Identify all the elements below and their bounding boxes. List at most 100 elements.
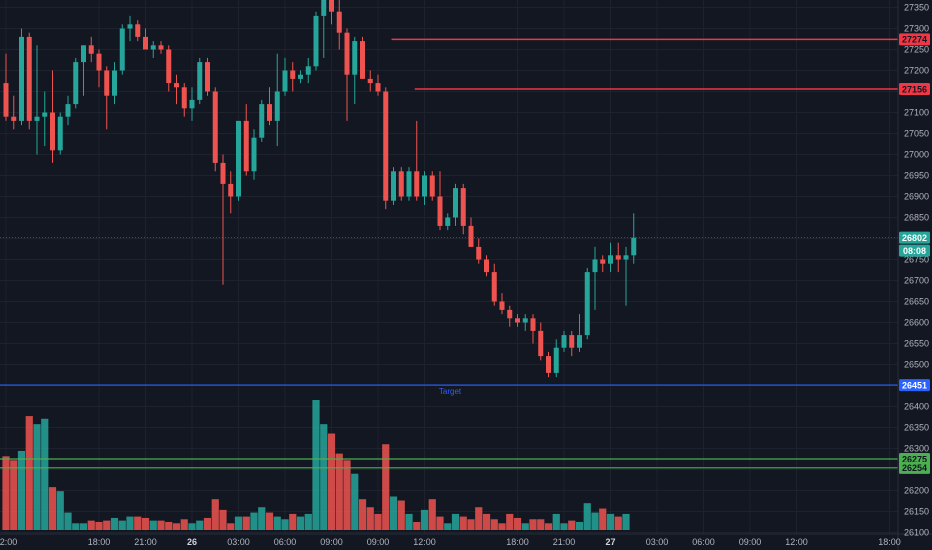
volume-bar	[405, 513, 413, 530]
candle-body[interactable]	[484, 259, 489, 273]
candle-body[interactable]	[491, 272, 497, 302]
candle-body[interactable]	[212, 91, 218, 163]
candle-body[interactable]	[453, 188, 458, 218]
candle-body[interactable]	[181, 87, 187, 109]
candle-body[interactable]	[538, 330, 544, 357]
candle-body[interactable]	[406, 171, 412, 197]
candle-body[interactable]	[112, 70, 117, 96]
candle-body[interactable]	[197, 62, 203, 100]
price-tick-label: 27250	[904, 45, 929, 55]
time-tick-label: 26	[187, 537, 197, 547]
support-price-tag: 26254	[902, 463, 927, 473]
candle-body[interactable]	[88, 45, 94, 54]
candle-body[interactable]	[96, 53, 102, 71]
volume-bar	[444, 523, 452, 530]
candle-body[interactable]	[468, 225, 474, 247]
candle-body[interactable]	[522, 318, 528, 323]
candle-body[interactable]	[34, 116, 40, 121]
candle-body[interactable]	[267, 104, 272, 121]
candle-body[interactable]	[569, 335, 575, 348]
volume-bar	[568, 520, 576, 530]
candle-body[interactable]	[383, 91, 389, 201]
candle-body[interactable]	[476, 246, 482, 260]
candle-body[interactable]	[135, 24, 141, 37]
candle-body[interactable]	[375, 83, 381, 92]
candle-body[interactable]	[174, 83, 179, 88]
candle-body[interactable]	[344, 32, 350, 75]
volume-bar	[110, 517, 119, 530]
candle-body[interactable]	[73, 62, 79, 105]
candle-body[interactable]	[119, 28, 125, 71]
candle-body[interactable]	[329, 0, 334, 12]
candle-body[interactable]	[19, 36, 24, 121]
candle-body[interactable]	[158, 45, 164, 50]
candle-body[interactable]	[437, 196, 443, 226]
candles[interactable]	[3, 0, 637, 378]
candle-body[interactable]	[65, 104, 71, 117]
candle-body[interactable]	[398, 171, 404, 197]
candle-body[interactable]	[236, 120, 241, 197]
candle-body[interactable]	[282, 70, 288, 92]
candle-body[interactable]	[515, 318, 520, 323]
candle-body[interactable]	[584, 272, 590, 336]
candle-body[interactable]	[429, 175, 435, 197]
candle-body[interactable]	[228, 183, 234, 197]
candle-body[interactable]	[553, 347, 559, 373]
candle-body[interactable]	[298, 74, 303, 79]
candle-body[interactable]	[352, 41, 358, 75]
candle-body[interactable]	[189, 99, 195, 109]
candle-body[interactable]	[150, 45, 156, 50]
candle-body[interactable]	[259, 104, 265, 138]
candle-body[interactable]	[42, 112, 48, 117]
candle-body[interactable]	[623, 255, 629, 260]
candle-body[interactable]	[507, 309, 513, 319]
candle-body[interactable]	[577, 335, 582, 348]
time-axis[interactable]: 12:00 18:00 21:00 26 03:00 06:00 09:00 09:00 12:…	[0, 537, 901, 547]
candle-body[interactable]	[321, 0, 327, 16]
candle-body[interactable]	[530, 318, 536, 331]
candle-body[interactable]	[608, 255, 613, 264]
candle-body[interactable]	[600, 259, 606, 264]
candle-body[interactable]	[220, 162, 226, 184]
candle-body[interactable]	[274, 91, 280, 121]
candle-body[interactable]	[631, 237, 637, 256]
candle-body[interactable]	[50, 112, 55, 151]
candle-body[interactable]	[290, 70, 296, 79]
candle-body[interactable]	[360, 41, 365, 79]
volume-bar	[95, 521, 103, 530]
current-price-tag: 26802	[902, 233, 927, 243]
candle-body[interactable]	[422, 175, 427, 197]
candle-body[interactable]	[243, 120, 249, 172]
candle-body[interactable]	[205, 62, 210, 92]
candle-body[interactable]	[313, 15, 319, 67]
candle-body[interactable]	[305, 66, 311, 75]
candle-body[interactable]	[391, 171, 396, 201]
candle-body[interactable]	[81, 45, 86, 63]
candle-body[interactable]	[26, 36, 32, 121]
candle-body[interactable]	[499, 301, 505, 310]
candle-body[interactable]	[11, 116, 17, 121]
volume-bar	[366, 507, 374, 530]
volume-bar	[521, 523, 529, 530]
candle-body[interactable]	[336, 11, 342, 33]
candle-body[interactable]	[143, 36, 148, 50]
level-lines: Target	[0, 38, 898, 469]
candle-body[interactable]	[460, 188, 466, 226]
resistance-price-tag: 27274	[902, 35, 927, 45]
candle-body[interactable]	[561, 335, 567, 348]
time-tick-label: 18:00	[506, 537, 529, 547]
candle-body[interactable]	[414, 171, 420, 197]
candle-body[interactable]	[367, 78, 373, 84]
candle-body[interactable]	[166, 49, 172, 84]
volume-bar	[436, 516, 444, 530]
candle-body[interactable]	[3, 83, 9, 117]
candle-body[interactable]	[251, 137, 257, 172]
candle-body[interactable]	[615, 255, 621, 260]
candle-body[interactable]	[57, 116, 63, 151]
candle-body[interactable]	[445, 217, 451, 226]
candle-body[interactable]	[592, 259, 598, 273]
candle-body[interactable]	[104, 70, 110, 96]
candle-body[interactable]	[546, 356, 551, 373]
candle-body[interactable]	[127, 24, 133, 29]
